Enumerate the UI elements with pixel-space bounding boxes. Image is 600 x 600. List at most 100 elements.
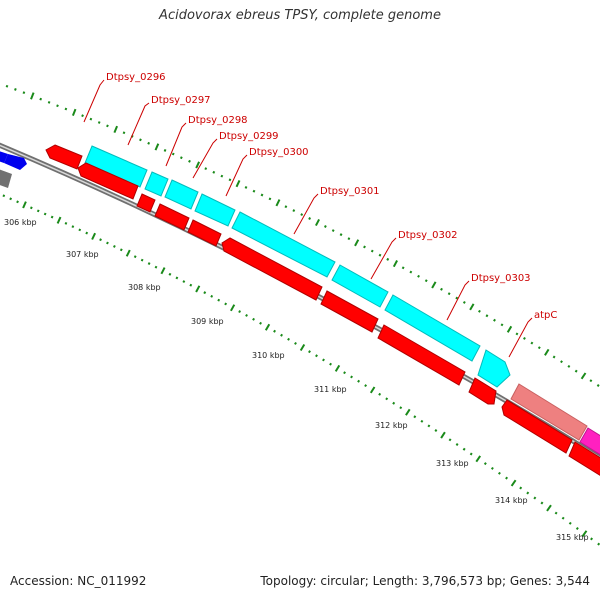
gray-gene-partial[interactable] (0, 166, 12, 188)
major-tick (71, 108, 77, 116)
label-leaders (83, 79, 533, 358)
major-tick (22, 201, 27, 209)
minor-tick (268, 197, 272, 201)
minor-tick (497, 471, 501, 475)
gene-dtpsy-0296-reverse[interactable] (45, 144, 83, 170)
minor-tick (485, 314, 489, 318)
major-tick (91, 232, 97, 240)
gene-dtpsy-0298-reverse[interactable] (136, 193, 156, 213)
minor-tick (71, 225, 75, 229)
minor-tick (81, 114, 84, 118)
blue-gene-partial[interactable] (0, 148, 27, 170)
minor-tick (347, 237, 351, 241)
major-tick (195, 161, 201, 169)
minor-tick (493, 318, 496, 322)
gene-atpc-forward[interactable] (510, 383, 588, 441)
minor-tick (434, 429, 438, 432)
minor-tick (554, 511, 558, 515)
major-tick (510, 479, 517, 487)
minor-tick (106, 241, 109, 245)
major-tick (160, 267, 166, 275)
gene-label[interactable]: Dtpsy_0297 (151, 95, 211, 106)
minor-tick (378, 253, 382, 257)
gene-dtpsy-0300-forward[interactable] (194, 193, 236, 227)
minor-tick (294, 341, 297, 345)
minor-tick (324, 225, 327, 228)
minor-tick (315, 354, 318, 358)
gene-label[interactable]: Dtpsy_0298 (188, 115, 248, 126)
minor-tick (448, 438, 452, 442)
gene-dtpsy-0300-reverse[interactable] (187, 219, 222, 247)
minor-tick (212, 170, 216, 174)
minor-tick (228, 178, 232, 182)
minor-tick (78, 228, 82, 232)
gene-dtpsy-0299-forward[interactable] (164, 179, 199, 210)
minor-tick (50, 215, 54, 219)
minor-tick (292, 209, 296, 213)
minor-tick (9, 197, 13, 201)
gene-label[interactable]: Dtpsy_0303 (471, 273, 531, 284)
gene-dtpsy-0302-forward[interactable] (331, 264, 389, 308)
minor-tick (596, 384, 600, 387)
minor-tick (392, 401, 396, 405)
minor-tick (589, 379, 593, 383)
minor-tick (252, 189, 256, 193)
minor-tick (97, 121, 101, 124)
minor-tick (490, 466, 494, 470)
minor-tick (561, 516, 565, 520)
gene-small-reverse[interactable] (468, 377, 497, 405)
minor-tick (56, 104, 59, 108)
minor-tick (287, 337, 290, 341)
gene-dtpsy-0302-reverse[interactable] (320, 290, 379, 333)
gene-dtpsy-0301-reverse[interactable] (221, 237, 323, 301)
gene-dtpsy-0299-reverse[interactable] (154, 203, 190, 231)
minor-tick (14, 88, 17, 91)
major-tick (544, 348, 550, 356)
gene-label[interactable]: atpC (534, 310, 557, 321)
minor-tick (113, 244, 116, 248)
minor-tick (526, 491, 530, 495)
major-tick (125, 249, 131, 257)
kbp-label: 306 kbp (4, 218, 37, 227)
minor-tick (575, 527, 579, 530)
gene-dtpsy-0298-forward[interactable] (144, 171, 169, 197)
minor-tick (16, 200, 19, 204)
minor-tick (133, 255, 137, 259)
minor-tick (447, 292, 451, 296)
gene-dtpsy-0301-forward[interactable] (231, 211, 336, 278)
gene-label[interactable]: Dtpsy_0300 (249, 147, 309, 158)
major-tick (369, 386, 376, 394)
minor-tick (363, 245, 366, 249)
gene-dtpsy-0303-reverse[interactable] (377, 324, 466, 386)
kbp-labels: 306 kbp 307 kbp 308 kbp 309 kbp 310 kbp … (4, 218, 589, 542)
gene-atpc-region-reverse[interactable] (501, 399, 573, 454)
minor-tick (574, 369, 578, 373)
minor-tick (440, 287, 443, 291)
gene-magenta-partial[interactable] (579, 427, 600, 462)
gene-right-partial-reverse[interactable] (568, 441, 600, 484)
gene-label[interactable]: Dtpsy_0301 (320, 186, 380, 197)
major-tick (56, 216, 62, 224)
minor-tick (590, 537, 594, 541)
minor-tick (2, 194, 6, 198)
minor-tick (401, 266, 405, 270)
minor-tick (175, 276, 179, 280)
gene-label[interactable]: Dtpsy_0299 (219, 131, 279, 142)
major-tick (235, 179, 241, 188)
minor-tick (505, 476, 509, 480)
gene-label[interactable]: Dtpsy_0296 (106, 72, 166, 83)
minor-tick (280, 333, 283, 337)
major-tick (154, 143, 160, 151)
minor-tick (5, 84, 9, 88)
major-tick (230, 304, 236, 312)
minor-tick (350, 375, 353, 379)
gene-labels: Dtpsy_0296 Dtpsy_0297 Dtpsy_0298 Dtpsy_0… (106, 72, 557, 321)
gene-dtpsy-0297-forward[interactable] (84, 145, 148, 188)
minor-tick (154, 265, 158, 269)
gene-label[interactable]: Dtpsy_0302 (398, 230, 458, 241)
gene-dtpsy-0303-forward[interactable] (384, 294, 481, 362)
gene-dtpsy-0297-reverse[interactable] (77, 162, 139, 200)
minor-tick (224, 302, 228, 306)
kbp-label: 309 kbp (191, 317, 224, 326)
gene-atpc-forward-cyan[interactable] (477, 349, 511, 388)
